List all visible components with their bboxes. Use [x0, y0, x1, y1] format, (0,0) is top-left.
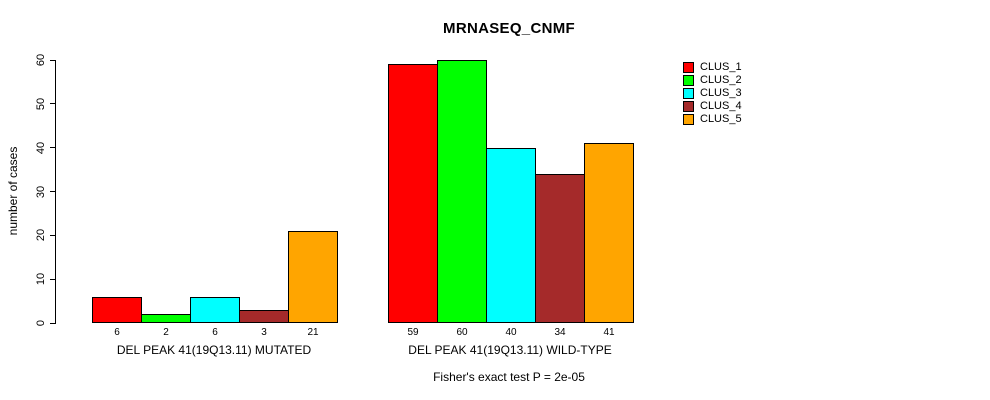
legend-label-clus_5: CLUS_5	[700, 113, 742, 125]
bar-clus_3-group1	[190, 297, 240, 323]
x-axis-group-label-mutated: DEL PEAK 41(19Q13.11) MUTATED	[116, 343, 312, 357]
bar-clus_5-group1	[288, 231, 338, 323]
y-axis-tick	[50, 191, 56, 192]
legend-swatch-clus_1	[683, 62, 694, 73]
bar-clus_4-group2	[535, 174, 585, 323]
bar-clus_4-group1	[239, 310, 289, 323]
bar-value-label: 59	[407, 327, 419, 338]
y-axis-tick-label: 40	[35, 141, 47, 154]
y-axis-tick-label: 30	[35, 185, 47, 198]
y-axis-tick-label: 0	[35, 319, 47, 327]
y-axis-tick	[50, 147, 56, 149]
bar-value-label: 6	[114, 327, 120, 338]
bar-value-label: 6	[212, 327, 218, 338]
x-axis-group-label-wildtype: DEL PEAK 41(19Q13.11) WILD-TYPE	[408, 343, 612, 357]
y-axis-tick-label: 20	[35, 229, 47, 242]
bar-clus_5-group2	[584, 143, 634, 323]
legend-label-clus_2: CLUS_2	[700, 74, 742, 86]
legend-swatch-clus_2	[683, 75, 694, 86]
bar-clus_3-group2	[486, 148, 536, 323]
y-axis-tick	[50, 59, 56, 61]
legend-swatch-clus_3	[683, 88, 694, 99]
bar-value-label: 21	[307, 327, 319, 338]
y-axis-tick	[50, 103, 56, 105]
y-axis-tick	[50, 278, 56, 280]
bar-clus_2-group1	[141, 314, 191, 323]
bar-clus_2-group2	[437, 60, 487, 323]
footnote-pvalue: Fisher's exact test P = 2e-05	[433, 370, 585, 384]
y-axis-tick-label: 60	[35, 53, 47, 67]
y-axis-tick	[50, 234, 56, 236]
legend-swatch-clus_5	[683, 114, 694, 125]
legend-label-clus_1: CLUS_1	[700, 61, 742, 73]
bar-value-label: 3	[261, 327, 267, 338]
bar-value-label: 40	[505, 327, 517, 338]
y-axis-tick-label: 10	[35, 273, 47, 286]
bar-value-label: 60	[456, 327, 468, 338]
legend-label-clus_4: CLUS_4	[700, 100, 742, 112]
bar-clus_1-group2	[388, 64, 438, 323]
bar-clus_1-group1	[92, 297, 142, 323]
legend-label-clus_3: CLUS_3	[700, 87, 742, 99]
y-axis-tick	[50, 322, 56, 324]
y-axis-tick-label: 50	[35, 97, 47, 110]
chart-title: MRNASEQ_CNMF	[443, 20, 575, 37]
bar-value-label: 41	[603, 327, 615, 338]
legend-swatch-clus_4	[683, 101, 694, 112]
bar-value-label: 34	[554, 327, 566, 338]
bar-value-label: 2	[163, 327, 169, 338]
